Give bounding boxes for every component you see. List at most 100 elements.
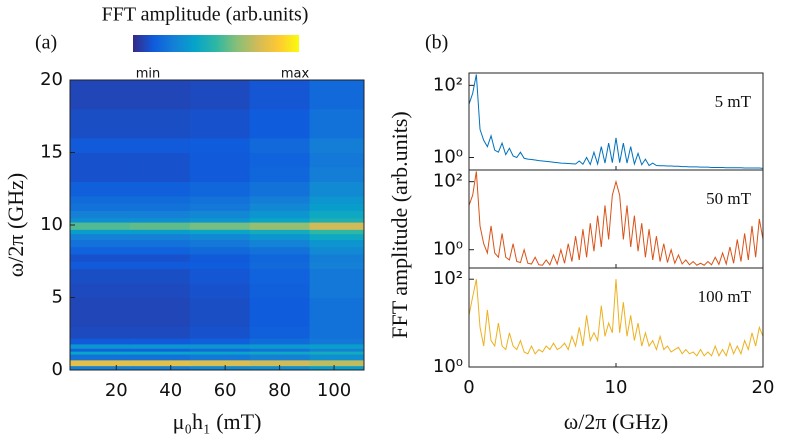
- heatmap-cell: [249, 210, 311, 219]
- heatmap-cell: [309, 80, 364, 110]
- heatmap-cell: [189, 348, 251, 352]
- heatmap-cell: [129, 359, 191, 367]
- heatmap-cell: [309, 254, 364, 262]
- heatmap-cell: [189, 229, 251, 235]
- heatmap-cell: [129, 351, 191, 355]
- heatmap-cell: [189, 233, 251, 240]
- heatmap-cell: [129, 196, 191, 204]
- y-tick-label: 5: [52, 287, 63, 308]
- heatmap-cell: [70, 152, 131, 168]
- spectrum-line: [469, 171, 763, 266]
- heatmap-cell: [129, 354, 191, 361]
- heatmap-cell: [309, 365, 364, 370]
- heatmap-cell: [309, 246, 364, 255]
- heatmap-cell: [129, 268, 191, 284]
- heatmap-cell: [249, 80, 311, 110]
- heatmap-cell: [249, 167, 311, 182]
- heatmap-cell: [189, 312, 251, 327]
- colorbar-title: FFT amplitude (arb.units): [102, 4, 309, 26]
- heatmap-cell: [129, 233, 191, 240]
- colorbar: [133, 35, 299, 52]
- heatmap-cell: [249, 354, 311, 361]
- heatmap-cell: [70, 326, 131, 339]
- heatmap-cell: [189, 338, 251, 345]
- heatmap-cell: [309, 210, 364, 219]
- heatmap-cell: [189, 80, 251, 110]
- heatmap-cell: [249, 239, 311, 248]
- heatmap-cell: [249, 343, 311, 349]
- series-label: 50 mT: [706, 189, 751, 208]
- heatmap-cell: [129, 80, 191, 110]
- y-tick-label: 10⁰: [433, 239, 463, 260]
- heatmap-cell: [309, 354, 364, 361]
- heatmap-cell: [129, 138, 191, 153]
- y-tick-label: 0: [52, 359, 63, 380]
- heatmap-cell: [189, 152, 251, 168]
- panel-label: (a): [35, 32, 57, 54]
- heatmap-cell: [189, 283, 251, 298]
- heatmap-cell: [189, 217, 251, 223]
- heatmap-cell: [249, 338, 311, 345]
- heatmap-cell: [189, 351, 251, 355]
- heatmap-cell: [70, 196, 131, 204]
- heatmap-cell: [129, 365, 191, 370]
- x-tick-label: 10: [605, 377, 628, 398]
- heatmap-cell: [249, 233, 311, 240]
- x-axis-label: μ₀h₁ (mT): [173, 409, 262, 434]
- heatmap-cell: [189, 354, 251, 361]
- heatmap-cell: [249, 261, 311, 269]
- x-axis-label: ω/2π (GHz): [564, 409, 668, 434]
- heatmap-cell: [70, 365, 131, 370]
- heatmap-cell: [70, 210, 131, 219]
- y-tick-label: 20: [40, 69, 63, 90]
- heatmap-cell: [309, 338, 364, 345]
- heatmap-cell: [309, 167, 364, 182]
- y-axis-label: FFT amplitude (arb.units): [387, 111, 412, 339]
- heatmap-cell: [129, 348, 191, 352]
- y-tick-label: 10⁰: [433, 356, 463, 377]
- heatmap-cell: [189, 167, 251, 182]
- y-tick-label: 10²: [433, 171, 463, 192]
- heatmap-cell: [70, 254, 131, 262]
- heatmap-cell: [70, 354, 131, 361]
- series-label: 100 mT: [698, 287, 752, 306]
- heatmap-cell: [70, 233, 131, 240]
- heatmap-cell: [309, 203, 364, 211]
- heatmap-cell: [309, 109, 364, 139]
- axes-frame: [468, 169, 764, 269]
- heatmap-cell: [70, 138, 131, 153]
- x-tick-label: 100: [317, 380, 351, 401]
- heatmap-cell: [129, 210, 191, 219]
- heatmap-cell: [129, 152, 191, 168]
- heatmap-cell: [309, 359, 364, 367]
- heatmap-cell: [249, 351, 311, 355]
- heatmap-cell: [70, 343, 131, 349]
- heatmap-cell: [189, 181, 251, 197]
- heatmap-cell: [309, 152, 364, 168]
- heatmap-cell: [129, 109, 191, 139]
- heatmap-cell: [129, 338, 191, 345]
- heatmap-cell: [70, 217, 131, 223]
- heatmap-cell: [249, 152, 311, 168]
- y-tick-label: 10²: [433, 74, 463, 95]
- heatmap-cell: [249, 268, 311, 284]
- heatmap-cell: [129, 217, 191, 223]
- y-tick-label: 15: [40, 142, 63, 163]
- heatmap-cell: [129, 167, 191, 182]
- heatmap-cell: [189, 261, 251, 269]
- heatmap-cell: [70, 229, 131, 235]
- heatmap-cell: [129, 297, 191, 313]
- heatmap-cell: [309, 297, 364, 313]
- heatmap-cell: [249, 217, 311, 223]
- heatmap-cell: [70, 239, 131, 248]
- heatmap-cell: [70, 167, 131, 182]
- heatmap-cell: [129, 343, 191, 349]
- heatmap-cell: [309, 343, 364, 349]
- heatmap-cell: [309, 261, 364, 269]
- heatmap-cell: [129, 326, 191, 339]
- heatmap-cell: [129, 254, 191, 262]
- colorbar-min: min: [136, 67, 161, 82]
- y-tick-label: 10: [40, 214, 63, 235]
